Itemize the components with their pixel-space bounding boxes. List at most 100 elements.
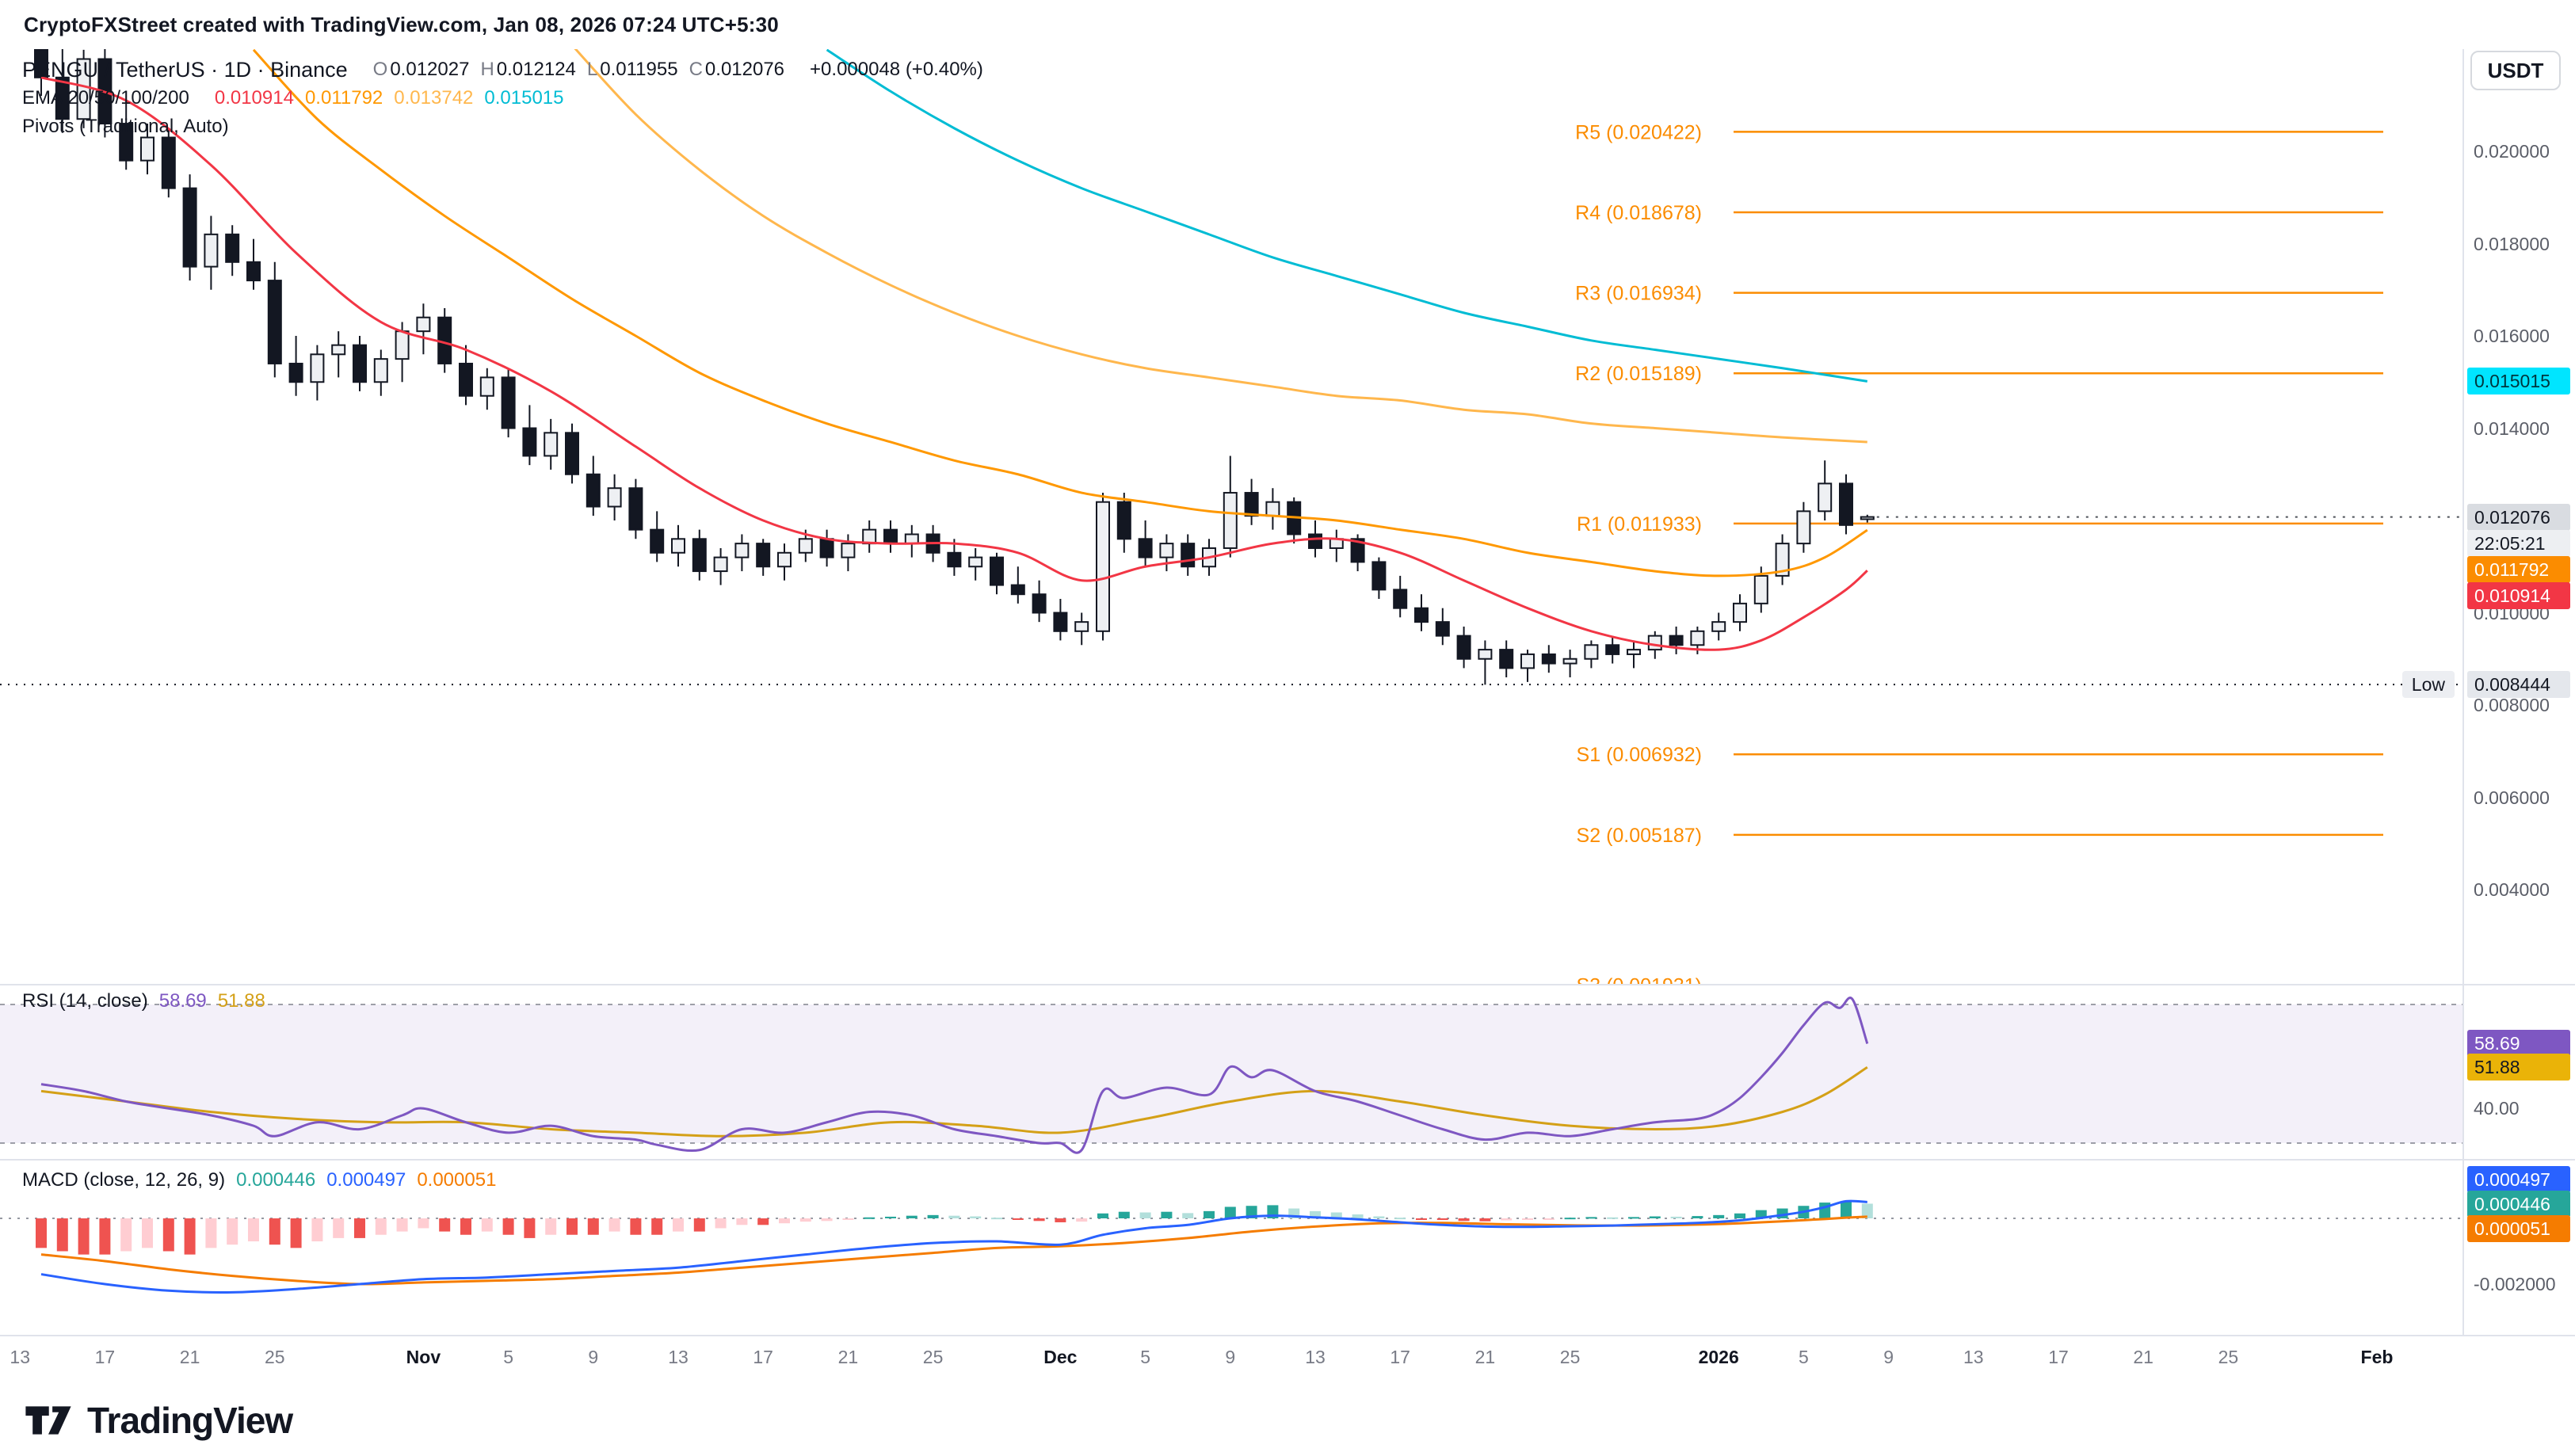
candle-body <box>819 538 834 558</box>
time-axis-day-label: 9 <box>588 1347 599 1367</box>
price-axis[interactable]: 0.020000 0.018000 0.016000 0.014000 0.010000… <box>2463 49 2575 1382</box>
macd-histogram-bar <box>906 1215 917 1218</box>
candle-body <box>1839 482 1853 526</box>
candle-body <box>1733 602 1747 623</box>
macd-histogram-bar <box>1224 1206 1236 1218</box>
macd-histogram-bar <box>757 1218 769 1225</box>
candle-body <box>1265 501 1280 517</box>
candle-body <box>947 551 962 568</box>
rsi-pane[interactable] <box>0 997 2463 1154</box>
time-axis-day-label: 21 <box>1474 1347 1496 1367</box>
rsi-badge: 51.88 <box>2467 1054 2570 1081</box>
macd-histogram-bar <box>1394 1218 1406 1220</box>
ema-100-line <box>574 49 1867 444</box>
candle-body <box>968 556 983 568</box>
ohlc-value: 0.012076 <box>704 59 785 80</box>
macd-line <box>40 1199 1867 1294</box>
low-badge: 0.008444 <box>2467 671 2570 699</box>
time-axis[interactable]: 13 17 21 25 Nov 5 9 13 17 21 25 Dec 5 9 13 17 21 25 2026 5 9… <box>0 1340 2463 1382</box>
time-axis-day-label: 5 <box>1798 1347 1809 1367</box>
candle-body <box>1499 649 1514 669</box>
candle-body <box>1414 607 1429 623</box>
price-change: +0.000048 (+0.40%) <box>810 59 983 80</box>
currency-toggle-button[interactable]: USDT <box>2470 51 2561 90</box>
pivot-label: R3 (0.016934) <box>1575 283 1702 305</box>
macd-histogram-bar <box>502 1218 514 1235</box>
time-axis-day-label: 21 <box>837 1347 859 1367</box>
candle-body <box>182 187 197 268</box>
macd-pane[interactable] <box>0 1199 2463 1294</box>
macd-indicator-label[interactable]: MACD (close, 12, 26, 9) <box>22 1169 226 1191</box>
macd-histogram-bar <box>78 1218 90 1255</box>
time-axis-day-label: 17 <box>753 1347 773 1367</box>
ema-indicator-row: EMA 20/50/100/200 0.010914 0.011792 0.0137… <box>22 84 983 112</box>
time-axis-day-label: 21 <box>179 1347 200 1367</box>
macd-tick: -0.002000 <box>2474 1274 2556 1294</box>
macd-histogram-bar <box>673 1218 684 1232</box>
candle-body <box>395 330 410 360</box>
countdown-badge: 22:05:21 <box>2467 529 2570 557</box>
macd-histogram-bar <box>736 1218 748 1225</box>
pivots-indicator-label[interactable]: Pivots (Traditional, Auto) <box>22 116 229 137</box>
time-axis-day-label: 13 <box>668 1347 689 1367</box>
macd-histogram-bar <box>799 1218 811 1222</box>
candle-body <box>204 233 219 268</box>
macd-histogram-bar <box>927 1214 939 1218</box>
candle-body <box>628 487 643 531</box>
candle-body <box>1181 543 1196 568</box>
ema20-badge: 0.010914 <box>2467 581 2570 609</box>
macd-histogram-bar <box>248 1218 259 1242</box>
ohlc-values: O 0.012027 H 0.012124 L 0.011955 C 0.012076 <box>362 59 784 81</box>
candle-body <box>1669 635 1684 646</box>
pivot-label: R5 (0.020422) <box>1575 121 1702 143</box>
rsi-indicator-label[interactable]: RSI (14, close) <box>22 990 148 1012</box>
candle-body <box>288 362 303 383</box>
macd-histogram-bar <box>1522 1218 1533 1220</box>
candle-body <box>1860 516 1875 520</box>
candle-body <box>1478 649 1493 660</box>
tradingview-logo[interactable]: TradingView <box>22 1399 293 1442</box>
macd-histogram-bar <box>1310 1210 1321 1218</box>
rsi-value: 58.69 <box>158 990 207 1012</box>
macd-histogram-bar <box>651 1218 663 1235</box>
ohlc-letter: O <box>372 59 388 80</box>
pivot-label: R4 (0.018678) <box>1575 202 1702 224</box>
candle-body <box>1244 492 1259 517</box>
macd-histogram-bar <box>418 1218 429 1229</box>
macd-histogram-bar <box>970 1216 982 1218</box>
macd-histogram-bar <box>481 1218 493 1232</box>
main-pane[interactable]: R5 (0.020422) R4 (0.018678) R3 (0.016934) R… <box>0 13 2463 997</box>
macd-histogram-bar <box>333 1218 345 1238</box>
macd-histogram-bar <box>1734 1213 1745 1218</box>
macd-histogram-bar <box>1628 1217 1639 1219</box>
macd-histogram-bar <box>120 1218 132 1252</box>
candle-body <box>713 556 728 573</box>
ohlc-letter: C <box>689 59 703 80</box>
rsi-badge: 58.69 <box>2467 1030 2570 1058</box>
candle-body <box>1456 635 1471 660</box>
macd-histogram-bar <box>1330 1212 1342 1218</box>
macd-histogram-bar <box>99 1218 111 1255</box>
attribution-text: CryptoFXStreet created with TradingView.… <box>24 13 779 36</box>
ohlc-value: 0.012027 <box>390 59 470 80</box>
time-axis-day-label: 17 <box>2048 1347 2069 1367</box>
candle-body <box>1605 644 1620 655</box>
candle-body <box>650 528 665 554</box>
ohlc-value: 0.012124 <box>496 59 576 80</box>
rsi-values: 58.69 51.88 <box>148 990 265 1012</box>
candle-body <box>1796 510 1811 545</box>
macd-histogram-bar <box>1139 1212 1151 1218</box>
macd-histogram-bar <box>142 1218 153 1248</box>
macd-histogram-bar <box>1097 1213 1108 1218</box>
candle-body <box>119 123 134 162</box>
candle-body <box>756 543 771 568</box>
ema-indicator-label[interactable]: EMA 20/50/100/200 <box>22 87 189 109</box>
symbol-title[interactable]: PENGU / TetherUS · 1D · Binance <box>22 57 348 82</box>
macd-histogram-bar <box>1713 1214 1725 1218</box>
candle-body <box>990 556 1004 586</box>
candle-body <box>1053 612 1068 632</box>
candle-body <box>1627 649 1641 655</box>
macd-histogram-bar <box>56 1218 68 1252</box>
